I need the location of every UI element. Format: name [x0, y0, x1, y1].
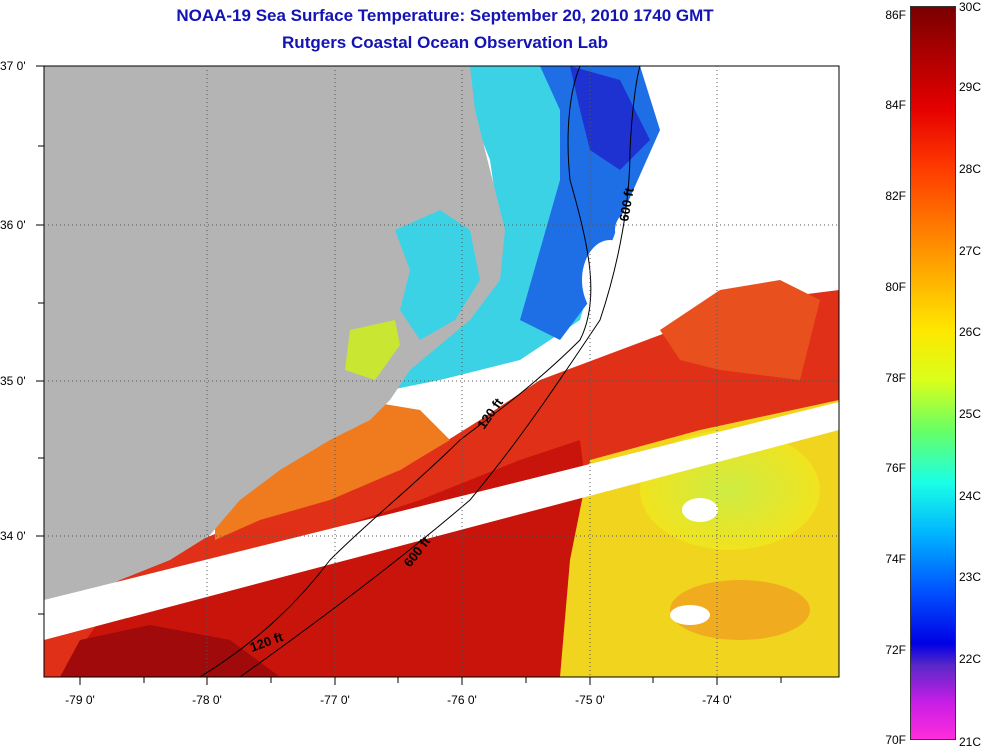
scale-label-f: 74F	[885, 552, 906, 566]
scale-label-f: 82F	[885, 189, 906, 203]
scale-label-c: 28C	[959, 162, 982, 176]
axis-ticks	[36, 65, 782, 685]
lon-label: -76 0'	[447, 693, 477, 707]
scale-label-c: 21C	[959, 735, 982, 749]
map-subtitle: Rutgers Coastal Ocean Observation Lab	[282, 33, 608, 52]
graticule	[44, 66, 839, 677]
lon-label: -77 0'	[320, 693, 350, 707]
scale-label-f: 84F	[885, 98, 906, 112]
map-frame	[43, 65, 840, 678]
contour-600ft	[239, 66, 641, 677]
scale-label-f: 72F	[885, 643, 906, 657]
offshore-warm-filament	[660, 280, 820, 380]
land-mass	[44, 66, 505, 620]
scale-label-c: 23C	[959, 570, 982, 584]
scale-label-c: 30C	[959, 0, 982, 14]
contour-120ft	[199, 66, 592, 677]
map-title: NOAA-19 Sea Surface Temperature: Septemb…	[176, 6, 714, 25]
scale-label-f: 76F	[885, 461, 906, 475]
deep-red-patch	[60, 625, 280, 677]
lon-label: -79 0'	[65, 693, 95, 707]
lon-label: -75 0'	[575, 693, 605, 707]
scale-label-c: 25C	[959, 407, 982, 421]
temperature-color-scale	[910, 6, 956, 740]
lat-label: 35 0'	[0, 374, 26, 388]
scale-label-c: 27C	[959, 244, 982, 258]
scale-label-f: 78F	[885, 371, 906, 385]
scale-label-f: 86F	[885, 8, 906, 22]
lat-label: 36 0'	[0, 218, 26, 232]
lat-label: 34 0'	[0, 529, 26, 543]
contour-label-600ft-north: 600 ft	[616, 186, 637, 223]
offshore-orange-eddy	[670, 580, 810, 640]
pamlico-sound	[395, 210, 480, 340]
scale-label-c: 26C	[959, 325, 982, 339]
scale-label-f: 70F	[885, 733, 906, 747]
lon-label: -74 0'	[702, 693, 732, 707]
pamlico-river	[345, 320, 400, 380]
cloud-patches	[582, 115, 820, 625]
scale-label-c: 29C	[959, 80, 982, 94]
lat-label: 37 0'	[0, 59, 26, 73]
lon-label: -78 0'	[192, 693, 222, 707]
scale-label-c: 22C	[959, 652, 982, 666]
swath-gap	[44, 402, 839, 640]
scale-label-c: 24C	[959, 489, 982, 503]
scale-label-f: 80F	[885, 280, 906, 294]
